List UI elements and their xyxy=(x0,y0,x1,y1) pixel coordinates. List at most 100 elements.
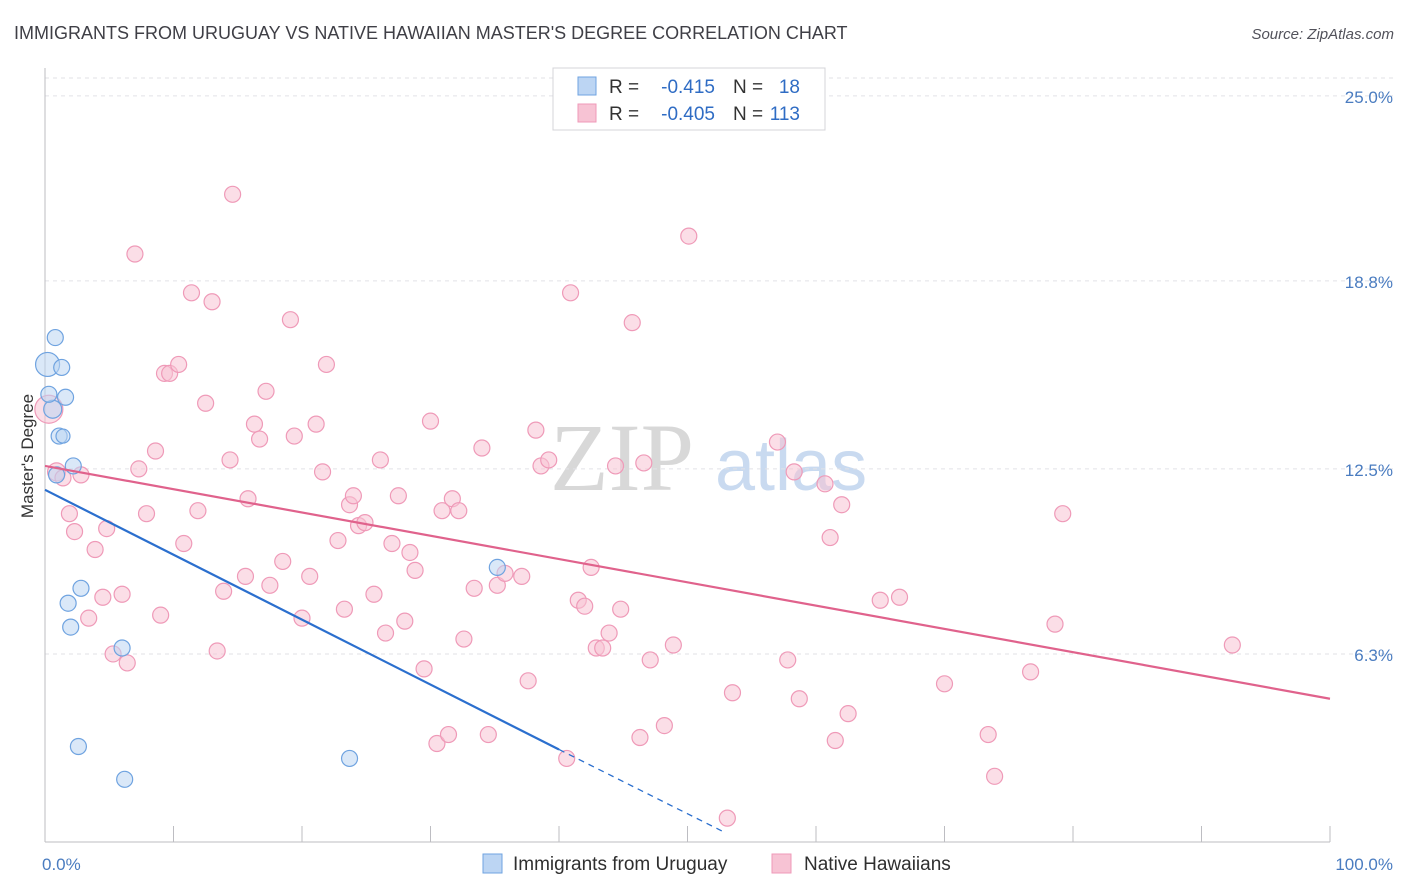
stats-n-label-uruguay: N = xyxy=(733,77,763,98)
hawaiian-point-35 xyxy=(261,576,279,594)
stats-r-label-hawaiians: R = xyxy=(609,104,639,125)
stats-swatch-uruguay xyxy=(577,76,597,96)
uruguay-point-16 xyxy=(488,558,506,577)
hawaiian-point-10 xyxy=(80,609,98,627)
hawaiian-point-75 xyxy=(540,451,558,469)
hawaiian-point-104 xyxy=(890,588,909,606)
stats-n-value-uruguay: 18 xyxy=(779,77,800,98)
uruguay-trend-extension xyxy=(558,748,727,834)
hawaiian-point-76 xyxy=(558,749,576,768)
hawaiian-point-62 xyxy=(439,725,458,744)
hawaiian-point-38 xyxy=(285,427,303,445)
hawaiian-point-6 xyxy=(86,540,104,559)
hawaiian-point-82 xyxy=(594,639,612,657)
hawaiian-point-60 xyxy=(428,734,446,753)
uruguay-point-2 xyxy=(53,358,71,377)
hawaiian-point-21 xyxy=(175,534,193,553)
hawaiian-point-12 xyxy=(118,654,136,672)
hawaiian-point-53 xyxy=(383,534,401,553)
hawaiian-point-55 xyxy=(396,612,414,630)
axes xyxy=(44,68,1331,843)
hawaiian-point-108 xyxy=(1021,663,1040,681)
hawaiian-point-30 xyxy=(236,567,255,585)
hawaiian-point-105 xyxy=(935,675,954,693)
x-tick-label-1: 100.0% xyxy=(1335,855,1393,874)
hawaiian-point-100 xyxy=(826,731,844,750)
uruguay-point-10 xyxy=(59,594,77,612)
hawaiian-point-96 xyxy=(785,463,803,481)
hawaiian-point-47 xyxy=(344,487,362,505)
uruguay-point-3 xyxy=(56,388,75,406)
uruguay-point-13 xyxy=(69,737,88,756)
hawaiian-point-69 xyxy=(488,576,506,594)
hawaiian-point-15 xyxy=(137,505,156,523)
hawaiian-point-24 xyxy=(197,394,215,412)
hawaiian-point-51 xyxy=(371,451,389,469)
hawaiian-point-90 xyxy=(664,636,682,654)
hawaiian-point-106 xyxy=(979,725,997,744)
hawaiian-point-36 xyxy=(274,552,292,571)
hawaiian-point-44 xyxy=(329,531,347,550)
hawaiian-point-50 xyxy=(365,585,383,603)
uruguay-trend-line xyxy=(44,488,560,751)
stats-n-value-hawaiians: 113 xyxy=(770,104,800,125)
hawaiian-point-4 xyxy=(60,505,79,523)
hawaiian-point-57 xyxy=(406,561,424,579)
hawaiian-point-71 xyxy=(513,567,531,585)
hawaiian-point-67 xyxy=(473,439,491,457)
hawaiian-point-52 xyxy=(376,624,395,642)
uruguay-point-15 xyxy=(340,749,359,768)
hawaiian-point-95 xyxy=(779,651,797,669)
uruguay-point-6 xyxy=(55,428,71,444)
uruguay-point-1 xyxy=(46,328,64,347)
hawaiian-point-64 xyxy=(450,502,468,520)
hawaiian-point-33 xyxy=(250,430,269,448)
hawaiian-point-80 xyxy=(582,558,600,577)
hawaiian-point-83 xyxy=(600,624,618,642)
hawaiian-point-13 xyxy=(126,245,144,263)
hawaiian-point-45 xyxy=(335,600,354,618)
hawaiian-point-84 xyxy=(606,457,625,475)
hawaiian-point-5 xyxy=(65,522,84,541)
hawaiian-point-77 xyxy=(561,284,580,302)
hawaiian-point-73 xyxy=(527,421,545,439)
hawaiian-point-22 xyxy=(182,284,201,302)
hawaiian-point-8 xyxy=(113,585,131,603)
hawaiian-point-87 xyxy=(631,728,649,747)
legend-label-uruguay: Immigrants from Uruguay xyxy=(513,854,728,875)
stats-box: R = -0.415 N = 18 R = -0.405 N = 113 xyxy=(552,67,826,131)
hawaiian-point-40 xyxy=(301,567,319,585)
y-tick-label-2: 18.8% xyxy=(1345,273,1393,292)
hawaiian-point-37 xyxy=(281,311,300,329)
hawaiian-point-66 xyxy=(465,579,483,597)
hawaiian-point-65 xyxy=(455,630,473,648)
stats-r-value-uruguay: -0.415 xyxy=(661,77,715,98)
hawaiian-point-58 xyxy=(415,660,433,678)
hawaiian-point-88 xyxy=(641,651,659,669)
hawaiian-point-86 xyxy=(623,314,641,332)
hawaiian-point-29 xyxy=(224,185,242,203)
hawaiian-point-42 xyxy=(313,463,332,481)
stats-n-label-hawaiians: N = xyxy=(733,104,763,125)
hawaiian-point-102 xyxy=(839,705,857,723)
hawaiian-point-28 xyxy=(221,451,239,469)
tick-labels: 6.3% 12.5% 18.8% 25.0% 0.0% 100.0% xyxy=(42,88,1393,874)
hawaiian-point-16 xyxy=(146,442,165,460)
y-tick-label-1: 12.5% xyxy=(1345,461,1393,480)
hawaiian-point-97 xyxy=(790,690,808,708)
stats-box-frame xyxy=(552,67,826,131)
hawaiian-point-32 xyxy=(245,415,264,433)
y-axis-label: Master's Degree xyxy=(18,394,37,518)
hawaiian-point-89 xyxy=(655,716,673,735)
y-tick-label-0: 6.3% xyxy=(1354,646,1393,665)
hawaiian-point-56 xyxy=(401,543,419,562)
hawaiian-point-92 xyxy=(718,809,736,827)
legend-swatch-hawaiians xyxy=(771,853,792,874)
watermark: ZIP atlas xyxy=(550,404,867,511)
hawaiian-point-103 xyxy=(871,591,889,609)
hawaiian-point-93 xyxy=(723,684,742,702)
legend-swatch-uruguay xyxy=(482,853,503,874)
hawaiian-point-111 xyxy=(1223,636,1241,654)
hawaiian-point-14 xyxy=(130,460,148,478)
